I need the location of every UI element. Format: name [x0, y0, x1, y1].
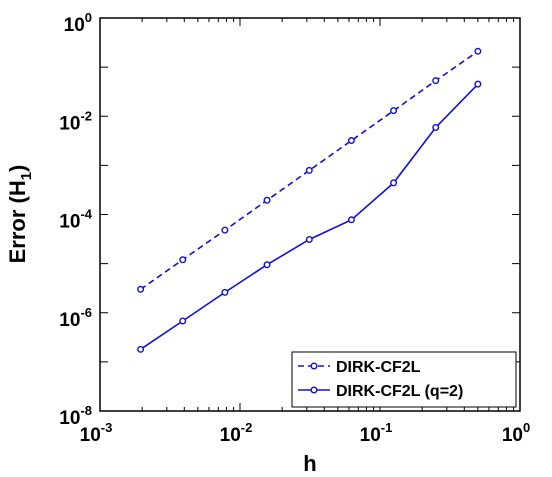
- x-tick-label: 100: [502, 420, 530, 446]
- series-1-point: [432, 124, 440, 132]
- y-tick-label: 10-6: [59, 305, 92, 331]
- x-axis-label: h: [303, 451, 316, 476]
- series-0-point: [390, 107, 398, 115]
- legend-label-dirk-cf2l-q2: DIRK-CF2L (q=2): [336, 383, 463, 400]
- series-1-point: [263, 261, 271, 269]
- legend-marker-dirk-cf2l-q2: [310, 386, 318, 394]
- series-1-point: [137, 345, 145, 353]
- series-1-point: [474, 80, 482, 88]
- series-1-point: [347, 216, 355, 224]
- series-0-point: [474, 47, 482, 55]
- legend-marker-dirk-cf2l: [310, 362, 318, 370]
- y-tick-label: 10-4: [59, 207, 92, 233]
- series-0-point: [432, 77, 440, 85]
- x-tick-label: 10-1: [360, 420, 393, 446]
- legend-label-dirk-cf2l: DIRK-CF2L: [336, 359, 421, 376]
- y-tick-label: 100: [64, 10, 92, 36]
- series-1-point: [305, 235, 313, 243]
- plot-frame: [99, 17, 521, 412]
- series-line-0: [140, 50, 479, 290]
- series-0-point: [221, 226, 229, 234]
- x-tick-label: 10-2: [220, 420, 253, 446]
- y-axis-label: Error (H1): [5, 165, 35, 264]
- series-0-point: [137, 285, 145, 293]
- series-0-point: [263, 196, 271, 204]
- y-tick-label: 10-8: [59, 403, 92, 429]
- series-1-point: [390, 179, 398, 187]
- y-tick-label: 10-2: [59, 108, 92, 134]
- series-0-point: [347, 137, 355, 145]
- legend: DIRK-CF2L DIRK-CF2L (q=2): [291, 351, 517, 408]
- axis-ticks: 10-3 10-2 10-1 100 10-8 10-6 10-4 10-2 100: [59, 10, 530, 446]
- legend-box: [291, 351, 517, 408]
- series-1-point: [179, 317, 187, 325]
- series-0-point: [179, 256, 187, 264]
- x-tick-label: 10-3: [80, 420, 113, 446]
- series-1-point: [221, 288, 229, 296]
- series-0-point: [305, 166, 313, 174]
- series-layer: [137, 47, 482, 353]
